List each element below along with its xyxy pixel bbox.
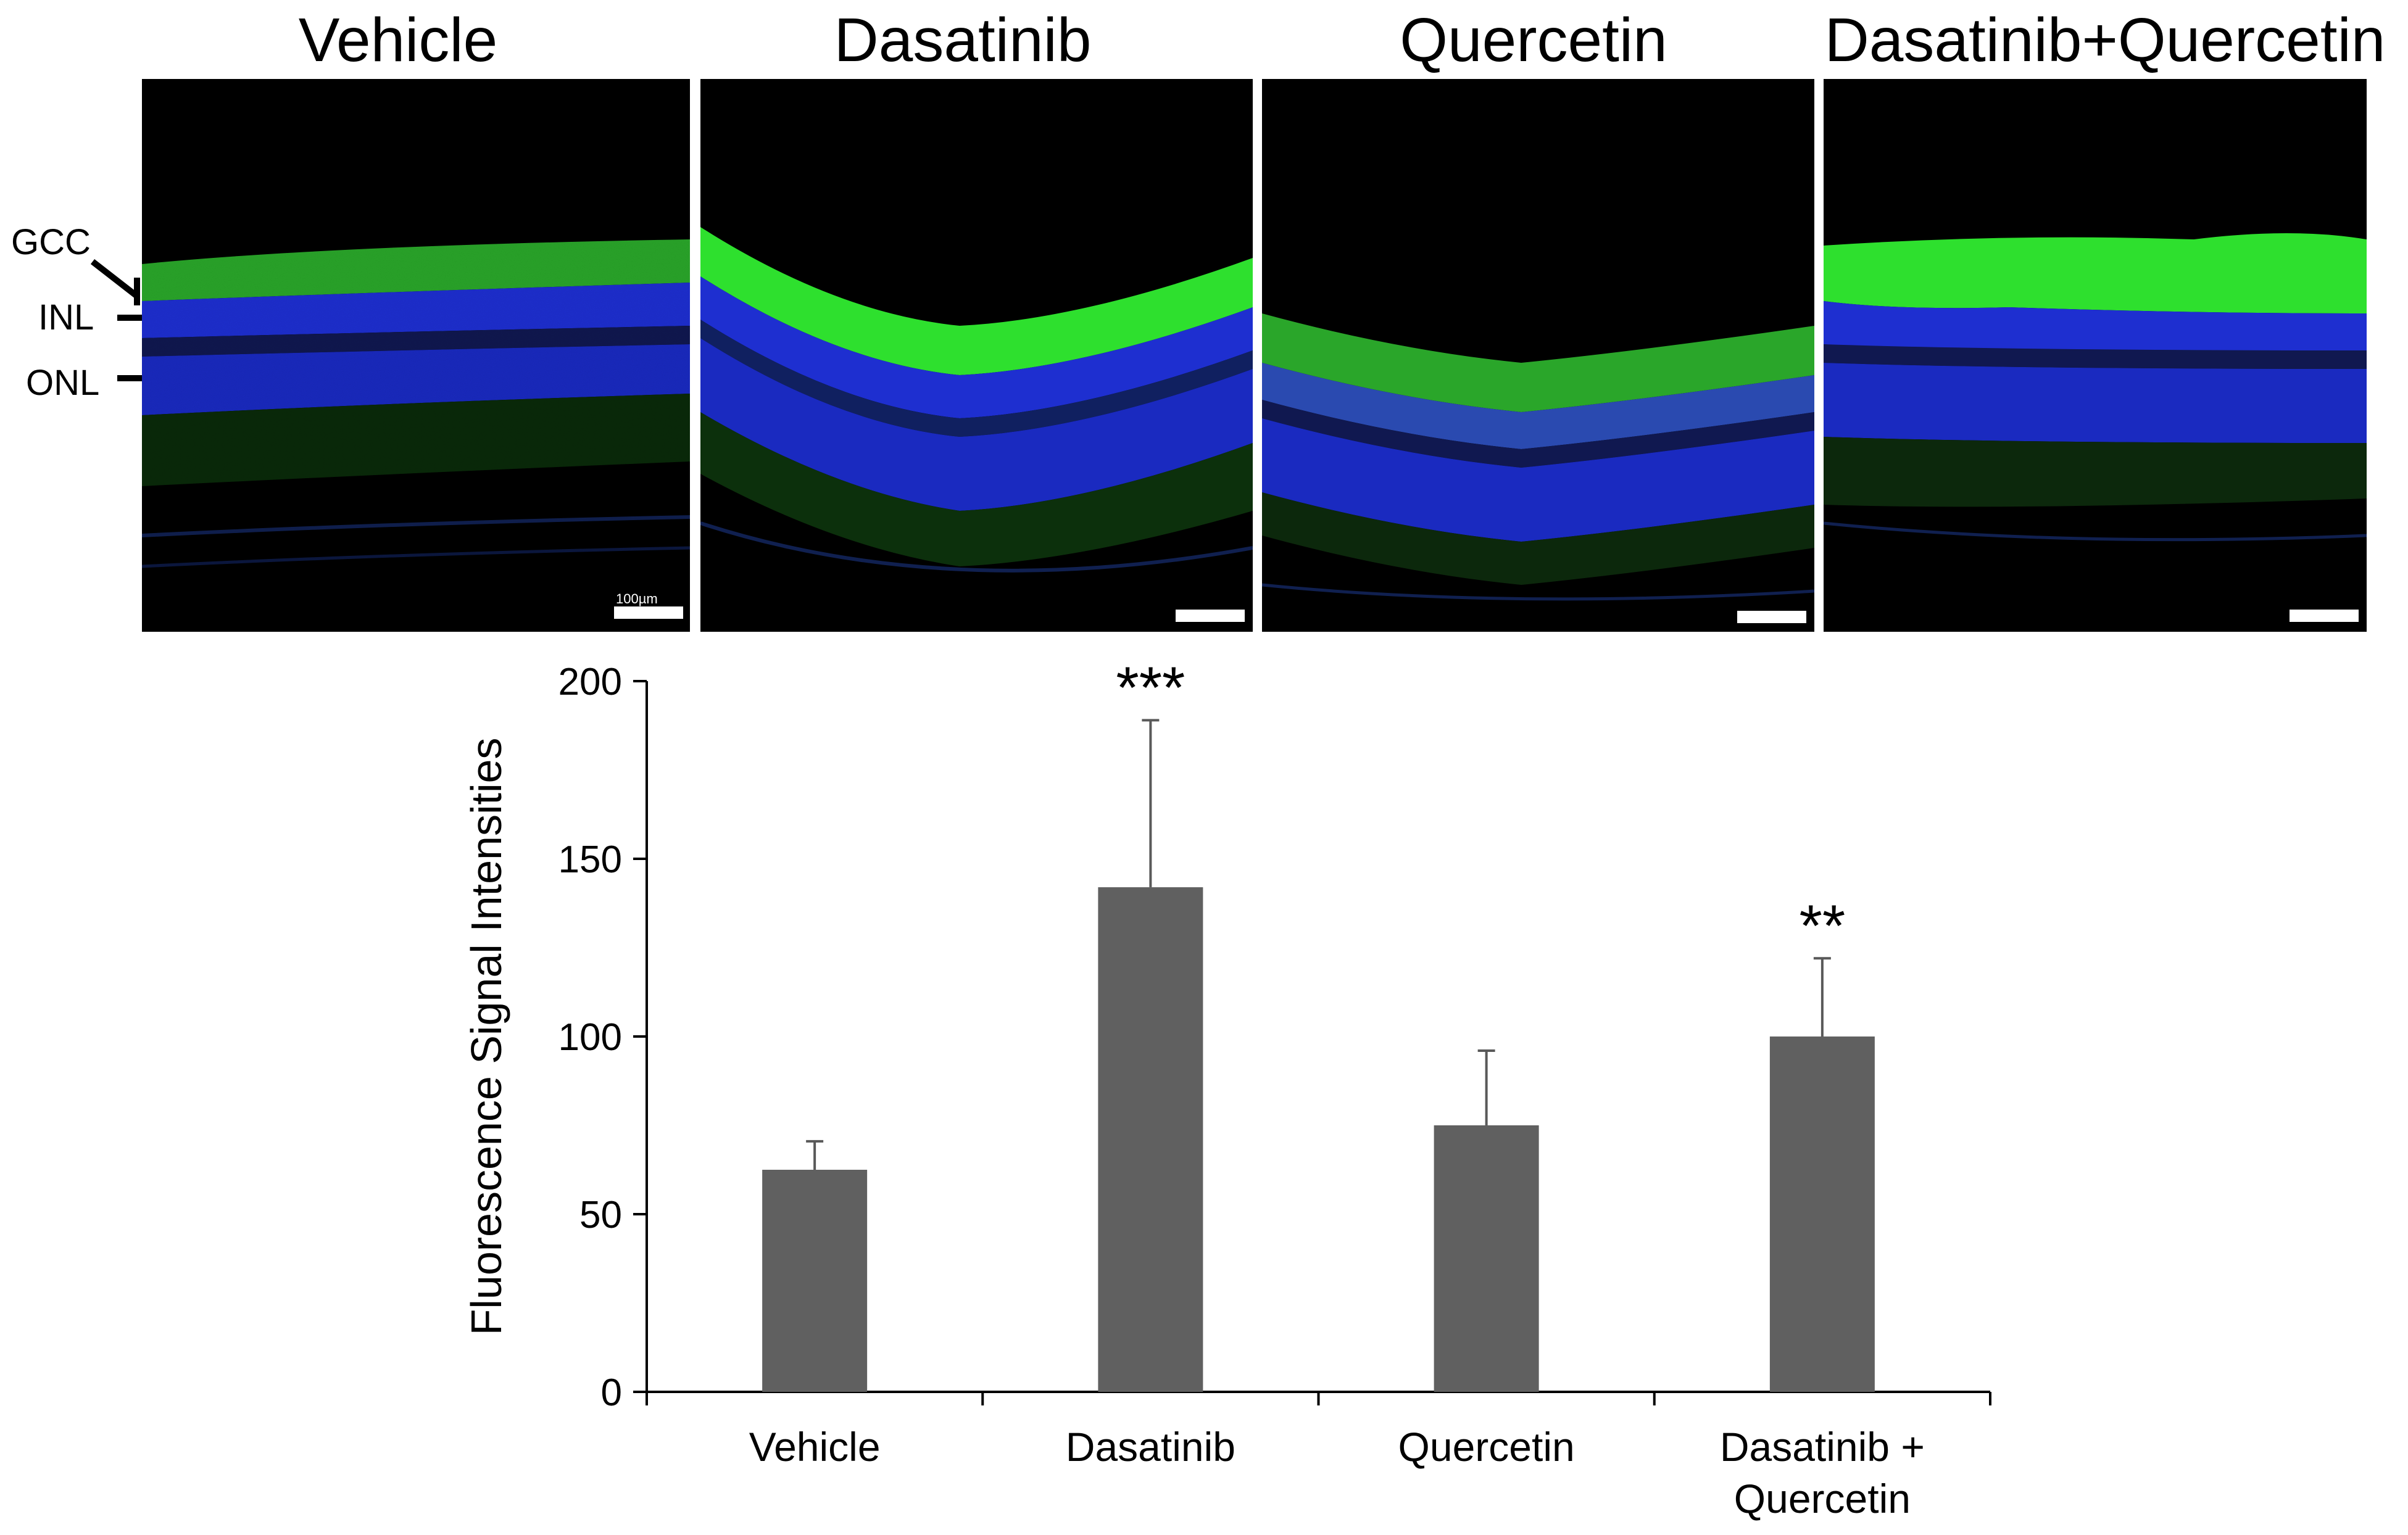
y-tick-label: 50 [579, 1194, 622, 1236]
inl-marker [117, 315, 142, 321]
layer-label-onl: ONL [26, 363, 100, 403]
onl-marker [117, 375, 142, 381]
micrograph-dasatinib-quercetin [1824, 79, 2367, 632]
bar-quercetin [1434, 1125, 1539, 1392]
scale-bar-label: 100µm [616, 591, 658, 606]
panel-title-dasatinib-quercetin: Dasatinib+Quercetin [1824, 6, 2386, 75]
micrograph-quercetin [1262, 79, 1814, 632]
y-tick-label: 0 [601, 1372, 622, 1414]
gcc-pointer [90, 259, 140, 305]
x-tick-label: Quercetin [1734, 1476, 1911, 1521]
y-tick-label: 150 [558, 838, 622, 881]
x-tick-label: Vehicle [749, 1424, 881, 1470]
layer-label-inl: INL [38, 297, 94, 337]
x-tick-label: Quercetin [1398, 1424, 1575, 1470]
y-axis-label: Fluorescence Signal Intensities [462, 738, 510, 1336]
panel-title-quercetin: Quercetin [1400, 6, 1667, 75]
micrograph-dasatinib [700, 79, 1253, 632]
bar-vehicle [762, 1170, 868, 1392]
micrograph-vehicle [142, 79, 690, 632]
significance-marker: ** [1800, 893, 1846, 959]
layer-label-gcc: GCC [11, 222, 91, 262]
bar-dasatinib-quercetin [1769, 1036, 1875, 1392]
panel-title-vehicle: Vehicle [298, 6, 498, 75]
significance-marker: *** [1116, 655, 1185, 721]
x-tick-label: Dasatinib [1066, 1424, 1235, 1470]
y-tick-label: 200 [558, 661, 622, 703]
panel-title-dasatinib: Dasatinib [834, 6, 1092, 75]
x-tick-label: Dasatinib + [1720, 1424, 1925, 1470]
bar-dasatinib [1098, 887, 1203, 1392]
y-tick-label: 100 [558, 1016, 622, 1059]
